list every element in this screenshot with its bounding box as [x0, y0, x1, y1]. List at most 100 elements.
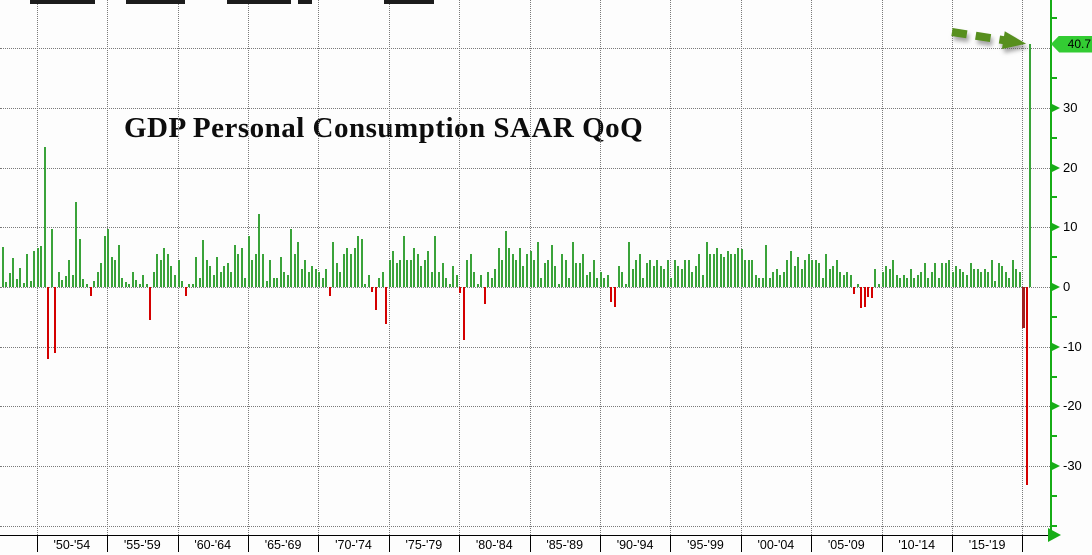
bar-q21: [75, 202, 78, 287]
bar-q186: [656, 260, 659, 287]
bar-q259: [913, 278, 916, 287]
bar-q54: [191, 284, 194, 287]
y-minor-tick: [1052, 435, 1057, 438]
bar-q108: [381, 272, 384, 287]
bar-q169: [596, 278, 599, 287]
bar-q18: [64, 275, 67, 287]
y-tick-label-30: 30: [1063, 99, 1078, 115]
bar-q254: [895, 275, 898, 287]
bar-q136: [480, 275, 483, 287]
bar-q213: [751, 260, 754, 287]
bar-q283: [997, 263, 1000, 287]
bar-q88: [311, 266, 314, 287]
bar-q111: [392, 251, 395, 287]
y-minor-tick: [1052, 524, 1057, 527]
bar-q139: [490, 278, 493, 287]
bar-q273: [962, 272, 965, 287]
bar-q225: [793, 266, 796, 287]
gridline-h--30: [0, 466, 1050, 468]
bar-q35: [124, 282, 127, 287]
y-minor-tick: [1052, 196, 1057, 199]
gridline-h-10: [0, 227, 1050, 229]
x-separator: [177, 535, 179, 552]
bar-q182: [642, 278, 645, 287]
y-tick--10: [1052, 342, 1060, 351]
bar-q26: [93, 281, 96, 287]
bar-q49: [173, 275, 176, 287]
bar-q253: [892, 260, 895, 287]
bar-q194: [684, 260, 687, 287]
bar-q174: [613, 287, 616, 307]
bar-q220: [775, 269, 778, 287]
bar-q137: [483, 287, 486, 304]
bar-q204: [719, 254, 722, 287]
bar-q287: [1011, 260, 1014, 287]
x-label-6569: '65-'69: [264, 538, 302, 552]
bar-q142: [501, 260, 504, 287]
bar-q263: [927, 278, 930, 287]
bar-q83: [293, 254, 296, 287]
bar-q269: [948, 260, 951, 287]
bar-q230: [811, 260, 814, 287]
bar-q61: [216, 257, 219, 287]
bar-q151: [533, 260, 536, 287]
crop-segment: [384, 0, 434, 4]
bar-q16: [57, 272, 60, 287]
bar-q180: [635, 260, 638, 287]
bar-q181: [638, 254, 641, 287]
bar-q285: [1004, 272, 1007, 287]
bar-q30: [107, 229, 110, 287]
bar-q124: [437, 272, 440, 287]
bar-q104: [367, 275, 370, 287]
bar-q167: [589, 272, 592, 287]
bar-q4: [15, 279, 18, 287]
bar-q71: [251, 260, 254, 287]
bar-q235: [828, 269, 831, 287]
bar-q192: [677, 266, 680, 287]
bar-q256: [902, 275, 905, 287]
bar-q162: [571, 242, 574, 287]
bar-q257: [906, 278, 909, 287]
y-tick-label-10: 10: [1063, 219, 1078, 235]
bar-q20: [71, 275, 74, 287]
bar-q232: [818, 263, 821, 287]
bar-q120: [423, 260, 426, 287]
bar-q150: [529, 251, 532, 287]
bar-q157: [554, 266, 557, 287]
bar-q75: [265, 281, 268, 287]
bar-q255: [899, 278, 902, 287]
bar-q85: [300, 269, 303, 287]
bar-q60: [212, 275, 215, 287]
bar-q289: [1018, 272, 1021, 287]
bar-q131: [462, 287, 465, 341]
bar-q128: [452, 266, 455, 287]
bar-q41: [145, 284, 148, 287]
bar-q149: [525, 254, 528, 287]
bar-q107: [378, 278, 381, 287]
bar-q210: [740, 249, 743, 287]
bar-q93: [328, 287, 331, 296]
bar-q146: [515, 260, 518, 287]
bar-q55: [195, 257, 198, 287]
bar-q261: [920, 272, 923, 287]
bar-q153: [540, 278, 543, 287]
bar-q228: [804, 260, 807, 287]
bar-q215: [758, 278, 761, 287]
bar-q145: [511, 254, 514, 287]
bar-q130: [459, 287, 462, 293]
x-label-9094: '90-'94: [616, 538, 654, 552]
bar-q38: [135, 279, 138, 287]
bar-q184: [649, 260, 652, 287]
bar-q264: [930, 272, 933, 287]
bar-q95: [335, 263, 338, 287]
bar-q154: [543, 263, 546, 287]
bar-q3: [12, 258, 15, 287]
bar-q66: [233, 245, 236, 287]
bar-q214: [754, 275, 757, 287]
bar-q209: [737, 248, 740, 287]
x-axis-line: [0, 535, 1050, 536]
bar-q62: [219, 272, 222, 287]
x-separator: [247, 535, 249, 552]
bar-q279: [983, 269, 986, 287]
bar-q200: [705, 242, 708, 287]
